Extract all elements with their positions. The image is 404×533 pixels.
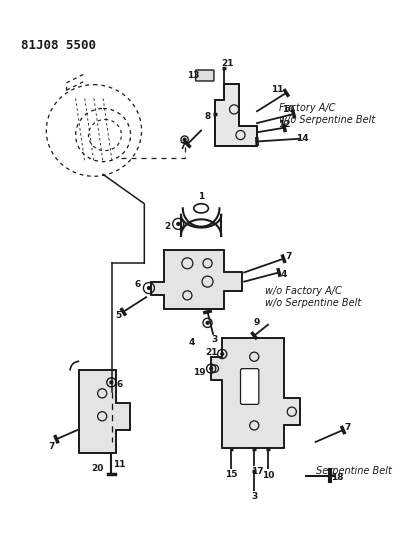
Text: 11: 11	[114, 461, 126, 470]
Text: 3: 3	[251, 492, 257, 502]
Text: 5: 5	[116, 311, 122, 320]
Text: 12: 12	[278, 119, 291, 128]
Text: 1: 1	[198, 192, 204, 201]
Text: 6: 6	[116, 379, 123, 389]
Circle shape	[221, 353, 223, 356]
Circle shape	[183, 138, 186, 141]
Text: 10: 10	[262, 471, 274, 480]
Text: 19: 19	[193, 368, 206, 377]
Text: 81J08 5500: 81J08 5500	[21, 39, 96, 52]
Polygon shape	[79, 370, 130, 453]
Text: 14: 14	[297, 134, 309, 143]
Circle shape	[206, 321, 209, 324]
Text: 7: 7	[285, 253, 291, 261]
Text: 7: 7	[48, 442, 55, 451]
Circle shape	[147, 287, 150, 289]
Polygon shape	[151, 249, 242, 309]
Text: Serpentine Belt: Serpentine Belt	[316, 466, 391, 477]
FancyBboxPatch shape	[196, 70, 214, 81]
Text: w/o Factory A/C
w/o Serpentine Belt: w/o Factory A/C w/o Serpentine Belt	[265, 286, 362, 308]
Text: 6: 6	[135, 280, 141, 289]
Text: 7: 7	[180, 142, 186, 151]
Text: Factory A/C
w/o Serpentine Belt: Factory A/C w/o Serpentine Belt	[279, 103, 375, 125]
Text: 2: 2	[164, 222, 170, 231]
Text: 18: 18	[331, 473, 344, 482]
Text: 20: 20	[91, 464, 104, 473]
Text: 4: 4	[189, 338, 195, 348]
Text: 8: 8	[204, 112, 210, 121]
Text: 3: 3	[212, 335, 218, 344]
Text: 7: 7	[345, 423, 351, 432]
Circle shape	[110, 381, 113, 384]
Polygon shape	[211, 338, 300, 448]
Polygon shape	[215, 84, 257, 146]
Text: 21: 21	[221, 59, 234, 68]
FancyBboxPatch shape	[240, 369, 259, 405]
Text: 13: 13	[187, 71, 199, 80]
Text: 15: 15	[225, 471, 238, 479]
Text: 17: 17	[251, 467, 263, 476]
Text: 4: 4	[280, 270, 287, 279]
Circle shape	[177, 223, 180, 225]
Text: 10: 10	[282, 105, 295, 114]
Text: 21: 21	[205, 348, 217, 357]
Circle shape	[210, 367, 213, 370]
Text: 9: 9	[254, 318, 260, 327]
Text: 11: 11	[271, 85, 283, 94]
